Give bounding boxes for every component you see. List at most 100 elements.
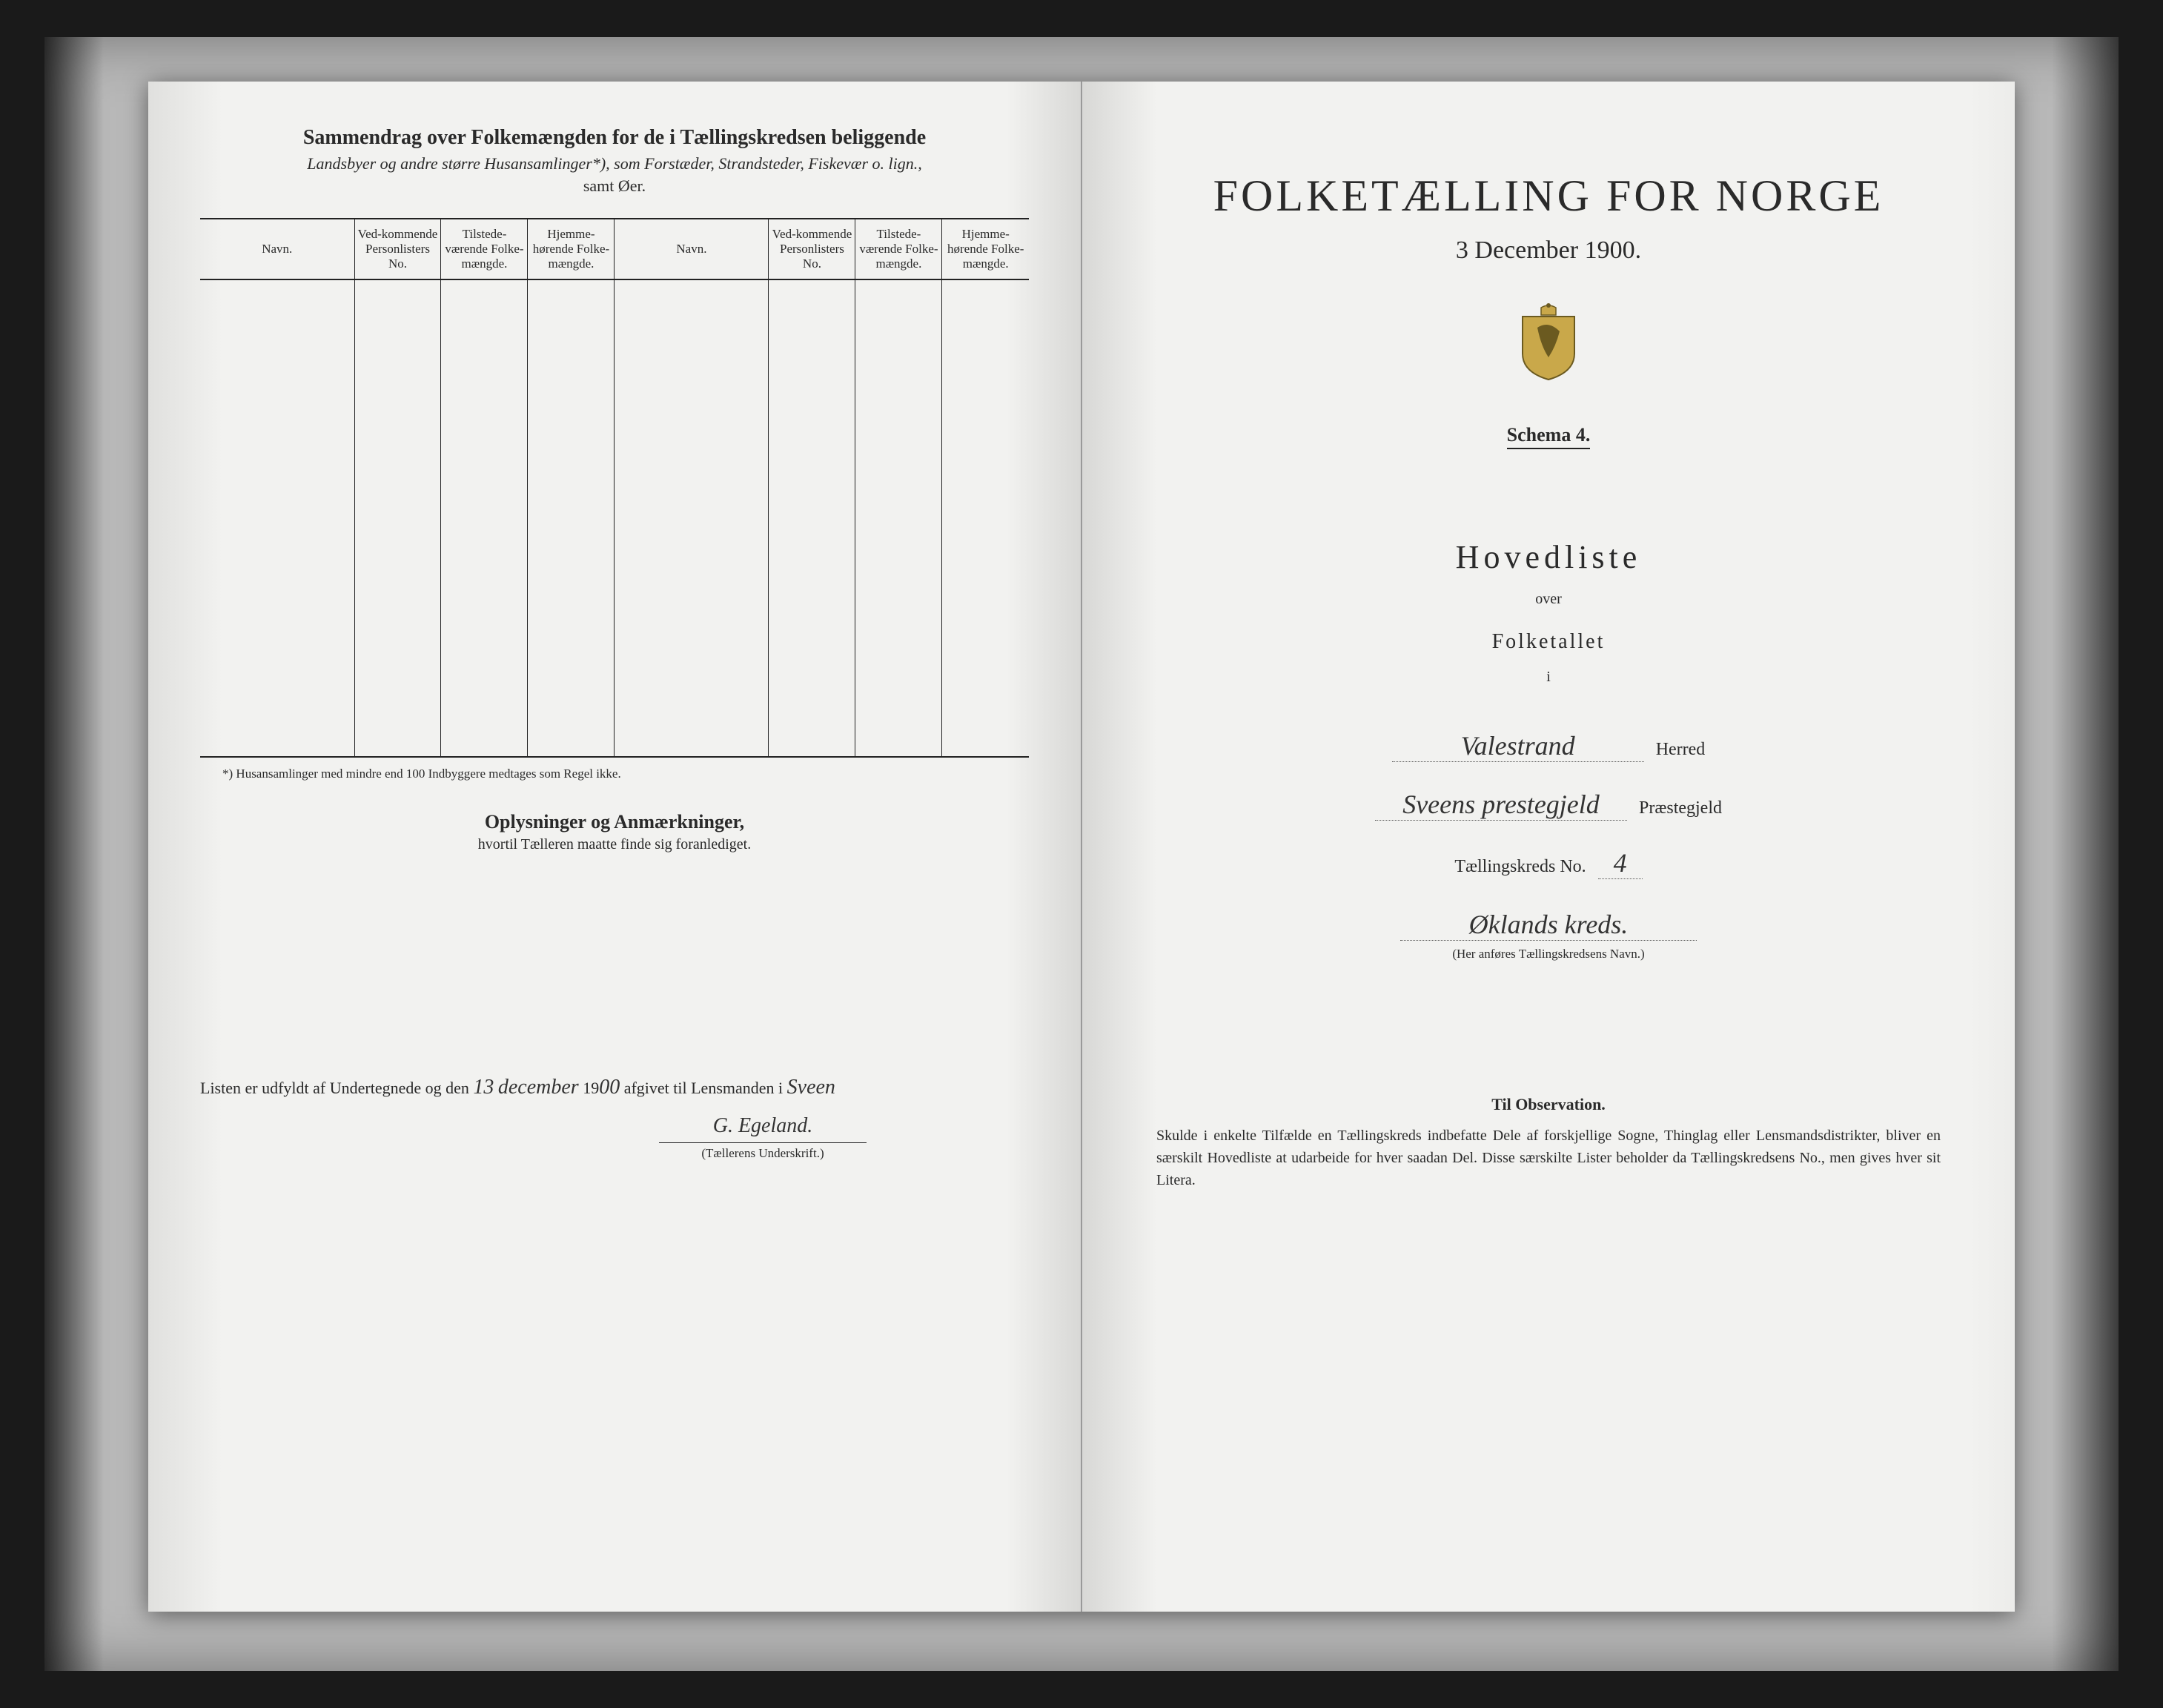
table-cell bbox=[615, 416, 769, 450]
table-cell bbox=[942, 279, 1029, 314]
table-cell bbox=[200, 586, 354, 620]
table-row bbox=[200, 416, 1029, 450]
table-row bbox=[200, 484, 1029, 518]
table-cell bbox=[769, 518, 855, 552]
table-cell bbox=[769, 689, 855, 723]
table-cell bbox=[354, 586, 441, 620]
oplysninger-title: Oplysninger og Anmærkninger, bbox=[200, 811, 1029, 833]
table-cell bbox=[769, 450, 855, 484]
listen-year-pre: 19 bbox=[583, 1079, 599, 1097]
kreds-prefix: Tællingskreds No. bbox=[1454, 857, 1586, 877]
table-row bbox=[200, 620, 1029, 655]
table-cell bbox=[942, 416, 1029, 450]
observation-text: Skulde i enkelte Tilfælde en Tællingskre… bbox=[1134, 1125, 1963, 1191]
table-cell bbox=[769, 382, 855, 416]
table-cell bbox=[200, 416, 354, 450]
col-vedk-1: Ved-kommende Personlisters No. bbox=[354, 219, 441, 279]
table-cell bbox=[200, 382, 354, 416]
table-cell bbox=[441, 655, 528, 689]
table-cell bbox=[615, 586, 769, 620]
table-cell bbox=[200, 450, 354, 484]
table-row bbox=[200, 518, 1029, 552]
table-row bbox=[200, 723, 1029, 757]
table-cell bbox=[855, 484, 942, 518]
table-cell bbox=[855, 723, 942, 757]
shadow-left bbox=[44, 37, 104, 1671]
table-cell bbox=[942, 620, 1029, 655]
table-cell bbox=[855, 348, 942, 382]
table-cell bbox=[528, 450, 615, 484]
table-cell bbox=[200, 314, 354, 348]
col-hjemme-1: Hjemme-hørende Folke-mængde. bbox=[528, 219, 615, 279]
table-cell bbox=[769, 416, 855, 450]
table-cell bbox=[441, 723, 528, 757]
table-cell bbox=[528, 586, 615, 620]
table-cell bbox=[769, 723, 855, 757]
coat-of-arms-icon bbox=[1515, 302, 1582, 383]
table-cell bbox=[942, 348, 1029, 382]
table-cell bbox=[354, 348, 441, 382]
herred-line: Valestrand Herred bbox=[1134, 730, 1963, 762]
listen-line: Listen er udfyldt af Undertegnede og den… bbox=[200, 1076, 1029, 1099]
book-spread: Sammendrag over Folkemængden for de i Tæ… bbox=[148, 82, 2015, 1612]
kreds-no-line: Tællingskreds No. 4 bbox=[1134, 847, 1963, 879]
shadow-right bbox=[2052, 37, 2119, 1671]
table-cell bbox=[855, 620, 942, 655]
table-cell bbox=[441, 450, 528, 484]
table-cell bbox=[200, 723, 354, 757]
folketallet-label: Folketallet bbox=[1134, 630, 1963, 654]
table-cell bbox=[200, 484, 354, 518]
table-cell bbox=[855, 586, 942, 620]
kreds-name: Øklands kreds. bbox=[1400, 909, 1697, 941]
table-cell bbox=[441, 689, 528, 723]
table-row bbox=[200, 586, 1029, 620]
table-cell bbox=[528, 689, 615, 723]
table-cell bbox=[942, 518, 1029, 552]
table-cell bbox=[528, 416, 615, 450]
table-cell bbox=[615, 348, 769, 382]
hovedliste: Hovedliste bbox=[1134, 538, 1963, 576]
praestegjeld-line: Sveens prestegjeld Præstegjeld bbox=[1134, 789, 1963, 821]
col-navn-2: Navn. bbox=[615, 219, 769, 279]
table-cell bbox=[942, 689, 1029, 723]
table-cell bbox=[354, 416, 441, 450]
kreds-no: 4 bbox=[1598, 847, 1643, 879]
table-cell bbox=[528, 279, 615, 314]
signature: G. Egeland. bbox=[497, 1114, 1029, 1138]
table-row bbox=[200, 689, 1029, 723]
col-tilstede-2: Tilstede-værende Folke-mængde. bbox=[855, 219, 942, 279]
table-cell bbox=[942, 450, 1029, 484]
table-cell bbox=[769, 314, 855, 348]
table-cell bbox=[441, 518, 528, 552]
summary-table: Navn. Ved-kommende Personlisters No. Til… bbox=[200, 218, 1029, 758]
table-cell bbox=[528, 518, 615, 552]
table-cell bbox=[354, 723, 441, 757]
kreds-name-line: Øklands kreds. bbox=[1134, 909, 1963, 941]
table-cell bbox=[354, 620, 441, 655]
table-cell bbox=[354, 655, 441, 689]
table-cell bbox=[528, 348, 615, 382]
listen-mid: afgivet til Lensmanden i bbox=[624, 1079, 783, 1097]
listen-month: december bbox=[498, 1076, 579, 1099]
schema-label: Schema 4. bbox=[1507, 424, 1591, 449]
scan-frame: Sammendrag over Folkemængden for de i Tæ… bbox=[44, 37, 2119, 1671]
table-cell bbox=[441, 279, 528, 314]
right-page: FOLKETÆLLING FOR NORGE 3 December 1900. … bbox=[1082, 82, 2015, 1612]
left-title: Sammendrag over Folkemængden for de i Tæ… bbox=[200, 126, 1029, 150]
table-cell bbox=[354, 552, 441, 586]
table-cell bbox=[200, 655, 354, 689]
table-cell bbox=[615, 279, 769, 314]
col-tilstede-1: Tilstede-værende Folke-mængde. bbox=[441, 219, 528, 279]
table-footnote: *) Husansamlinger med mindre end 100 Ind… bbox=[222, 767, 1029, 781]
table-row bbox=[200, 655, 1029, 689]
signature-label: (Tællerens Underskrift.) bbox=[659, 1142, 867, 1161]
table-cell bbox=[769, 348, 855, 382]
table-cell bbox=[855, 689, 942, 723]
table-cell bbox=[441, 484, 528, 518]
over-label: over bbox=[1134, 591, 1963, 608]
table-cell bbox=[200, 348, 354, 382]
oplysninger-sub: hvortil Tælleren maatte finde sig foranl… bbox=[200, 836, 1029, 853]
listen-place: Sveen bbox=[787, 1076, 835, 1099]
signature-block: G. Egeland. (Tællerens Underskrift.) bbox=[497, 1114, 1029, 1161]
table-cell bbox=[615, 723, 769, 757]
